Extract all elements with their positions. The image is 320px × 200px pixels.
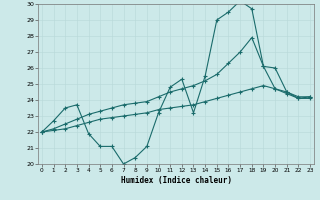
X-axis label: Humidex (Indice chaleur): Humidex (Indice chaleur) [121, 176, 231, 185]
